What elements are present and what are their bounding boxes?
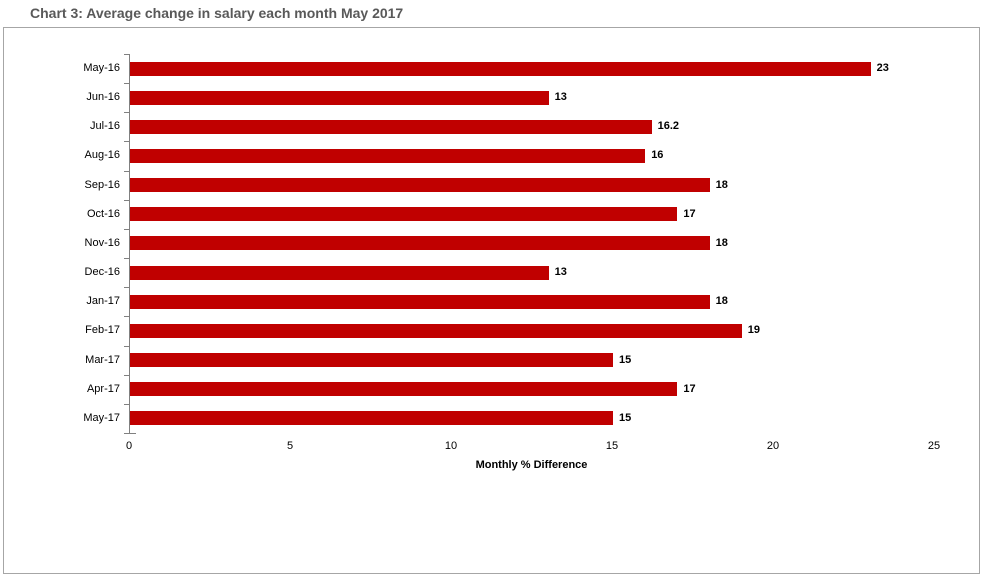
value-label: 13 <box>554 266 567 279</box>
axis-tick <box>124 374 129 376</box>
axis-tick <box>124 141 129 143</box>
bar <box>130 207 678 222</box>
x-tick-label: 10 <box>444 439 458 452</box>
axis-tick <box>124 199 129 201</box>
x-tick-label: 5 <box>286 439 294 452</box>
x-tick-label: 0 <box>125 439 133 452</box>
category-label: Mar-17 <box>85 353 120 366</box>
value-label: 18 <box>715 295 728 308</box>
value-label: 17 <box>683 382 696 395</box>
axis-tick <box>124 54 129 55</box>
axis-tick <box>124 287 129 289</box>
value-label: 15 <box>619 411 632 424</box>
x-tick-label: 25 <box>927 439 941 452</box>
plot-area: May-16 23 Jun-16 13 Jul-16 16.2 Aug-16 16 Sep-16… <box>4 28 979 573</box>
x-tick-label: 20 <box>766 439 780 452</box>
axis-tick <box>124 258 129 260</box>
category-label: Dec-16 <box>84 266 120 279</box>
value-label: 23 <box>876 62 889 74</box>
category-label: Jan-17 <box>86 295 120 308</box>
category-label: Feb-17 <box>85 324 120 337</box>
chart-title: Chart 3: Average change in salary each m… <box>30 5 404 21</box>
value-label: 16.2 <box>657 120 680 133</box>
value-label: 15 <box>619 353 632 366</box>
axis-tick <box>124 432 129 434</box>
chart-frame: May-16 23 Jun-16 13 Jul-16 16.2 Aug-16 16 Sep-16… <box>3 27 980 574</box>
value-label: 13 <box>554 91 567 104</box>
bar <box>130 294 710 309</box>
axis-tick <box>124 83 129 85</box>
category-label: Jun-16 <box>86 91 120 104</box>
category-label: May-17 <box>83 411 120 424</box>
category-axis-line <box>129 54 130 433</box>
bar <box>130 61 871 76</box>
value-label: 17 <box>683 207 696 220</box>
bar <box>130 149 646 164</box>
value-label: 18 <box>715 178 728 191</box>
category-label: May-16 <box>83 62 120 74</box>
bar <box>130 323 742 338</box>
bar <box>130 119 652 134</box>
value-label: 18 <box>715 236 728 249</box>
bar <box>130 411 613 426</box>
category-label: Aug-16 <box>84 149 120 162</box>
axis-tick <box>124 170 129 172</box>
category-label: Jul-16 <box>90 120 120 133</box>
bar <box>130 382 678 397</box>
axis-tick <box>124 345 129 347</box>
category-label: Sep-16 <box>84 178 120 191</box>
bar <box>130 265 549 280</box>
bar <box>130 90 549 105</box>
x-tick-label: 15 <box>605 439 619 452</box>
x-axis-title: Monthly % Difference <box>475 458 588 471</box>
bar <box>130 236 710 251</box>
axis-tick <box>124 316 129 318</box>
axis-tick <box>124 403 129 405</box>
axis-tick <box>124 112 129 114</box>
value-label: 16 <box>651 149 664 162</box>
value-label: 19 <box>747 324 761 337</box>
category-label: Nov-16 <box>84 236 120 249</box>
bar <box>130 178 710 193</box>
category-label: Apr-17 <box>86 382 120 395</box>
axis-tick <box>129 432 136 434</box>
bar <box>130 353 613 368</box>
axis-tick <box>124 228 129 230</box>
category-label: Oct-16 <box>86 207 120 220</box>
